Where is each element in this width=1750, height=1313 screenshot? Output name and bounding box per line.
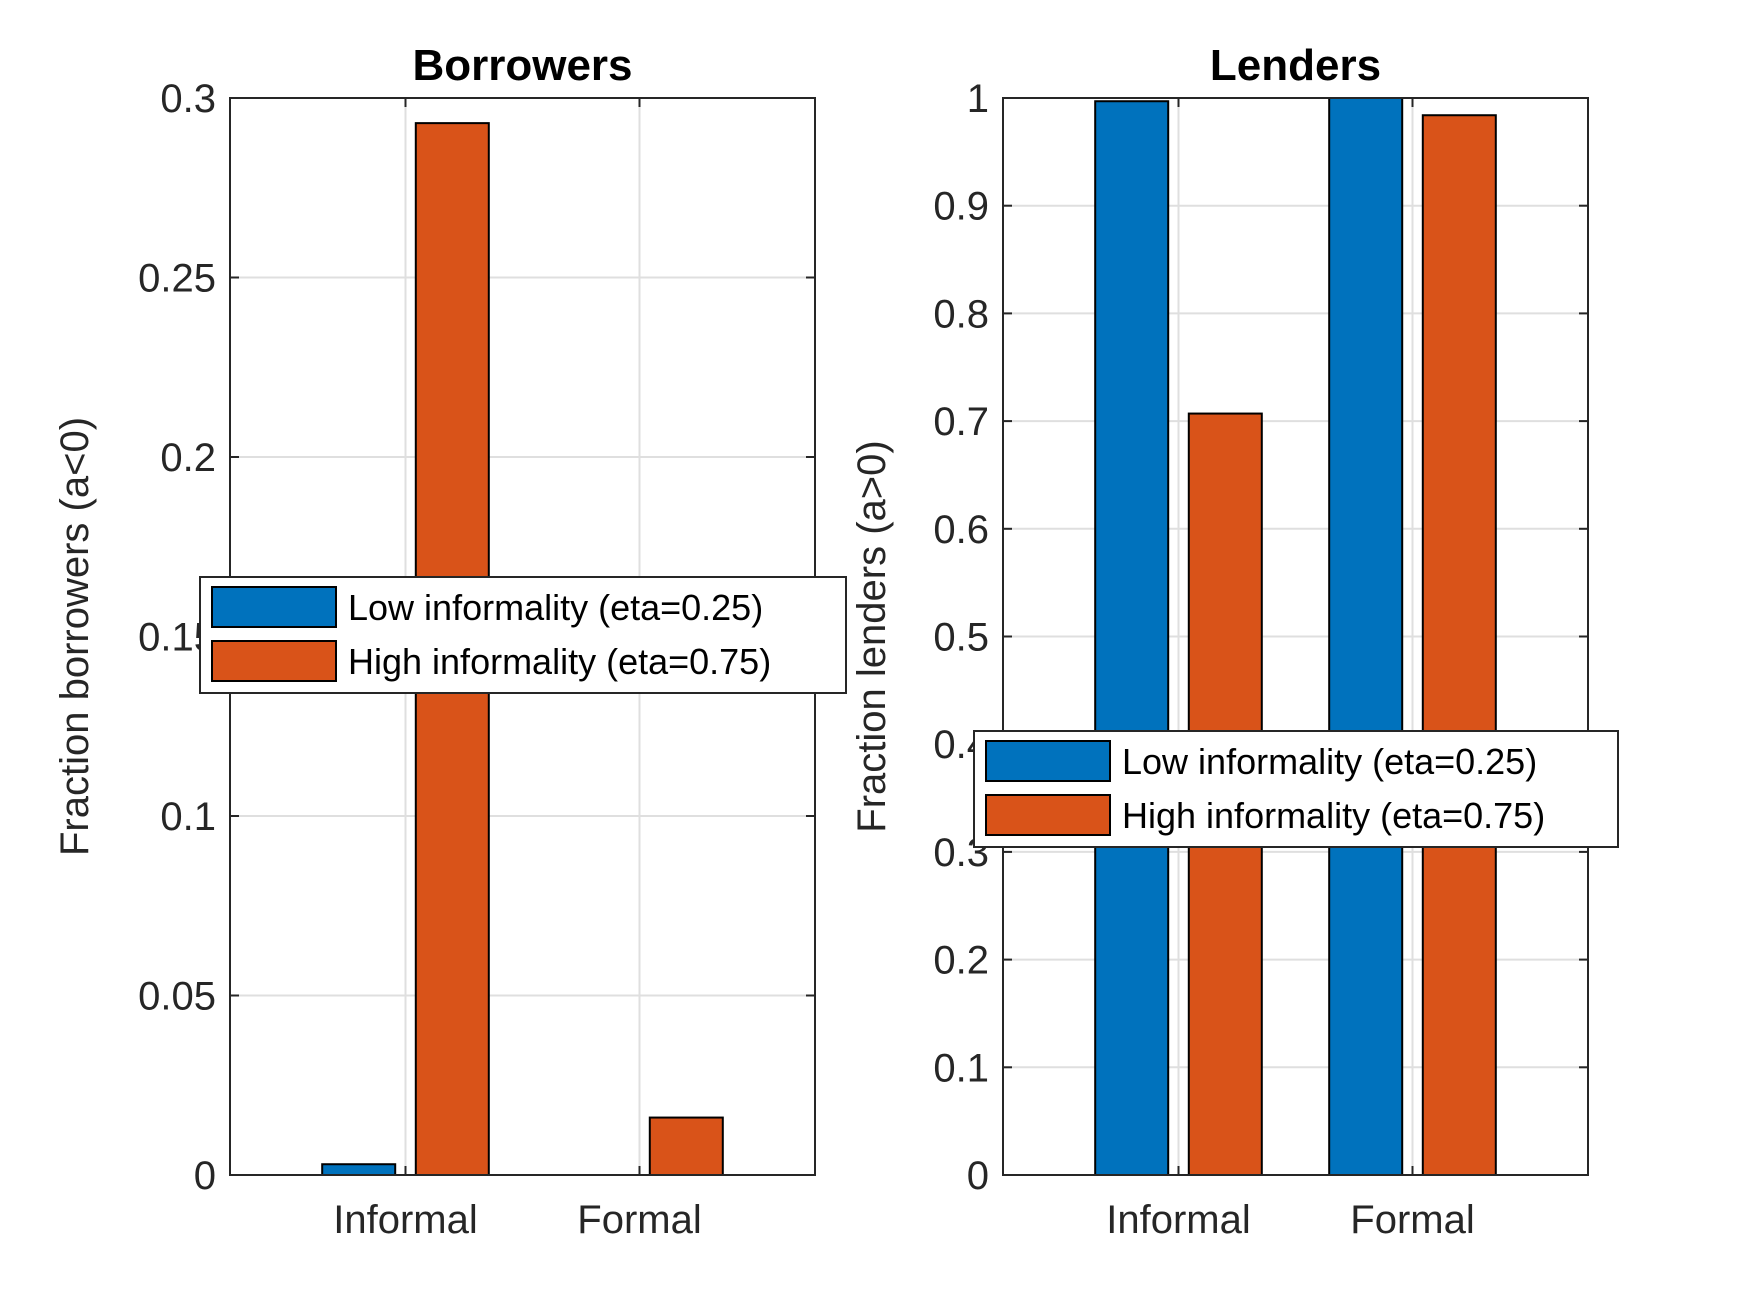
legend-swatch-low (211, 586, 337, 628)
y-tick-label: 1 (967, 77, 989, 121)
y-tick-label: 0.25 (138, 257, 216, 301)
y-axis-label: Fraction lenders (a>0) (850, 440, 894, 832)
y-tick-label: 0.2 (160, 436, 216, 480)
x-tick-label: Formal (577, 1198, 701, 1242)
y-tick-label: 0.3 (160, 77, 216, 121)
bar-high-formal (648, 1116, 724, 1177)
y-tick-label: 0.6 (933, 508, 989, 552)
legend-label-high: High informality (eta=0.75) (348, 641, 771, 682)
x-tick-label: Formal (1350, 1198, 1474, 1242)
chart-title: Lenders (1210, 41, 1381, 90)
bar-low-informal (321, 1163, 397, 1176)
chart-title: Borrowers (412, 41, 632, 90)
y-tick-label: 0.7 (933, 400, 989, 444)
y-tick-label: 0.8 (933, 292, 989, 336)
x-tick-label: Informal (1106, 1198, 1251, 1242)
legend-label-low: Low informality (eta=0.25) (348, 587, 763, 628)
legend-label-high: High informality (eta=0.75) (1122, 795, 1545, 836)
y-tick-label: 0.9 (933, 185, 989, 229)
legend: Low informality (eta=0.25) High informali… (199, 576, 847, 694)
legend-swatch-high (211, 640, 337, 682)
y-tick-label: 0 (967, 1154, 989, 1198)
y-tick-label: 0.5 (933, 616, 989, 660)
legend-swatch-low (985, 740, 1111, 782)
legend-label-low: Low informality (eta=0.25) (1122, 741, 1537, 782)
bar-low-formal (1328, 97, 1404, 1176)
y-tick-label: 0.2 (933, 939, 989, 983)
y-axis-label: Fraction borrowers (a<0) (53, 417, 97, 856)
legend: Low informality (eta=0.25) High informali… (973, 730, 1619, 848)
y-tick-label: 0.1 (160, 795, 216, 839)
y-tick-label: 0.1 (933, 1046, 989, 1090)
x-tick-label: Informal (333, 1198, 478, 1242)
bar-low-informal (1094, 100, 1170, 1177)
y-tick-label: 0.05 (138, 975, 216, 1019)
legend-swatch-high (985, 794, 1111, 836)
y-tick-label: 0 (194, 1154, 216, 1198)
bar-high-formal (1421, 114, 1497, 1176)
